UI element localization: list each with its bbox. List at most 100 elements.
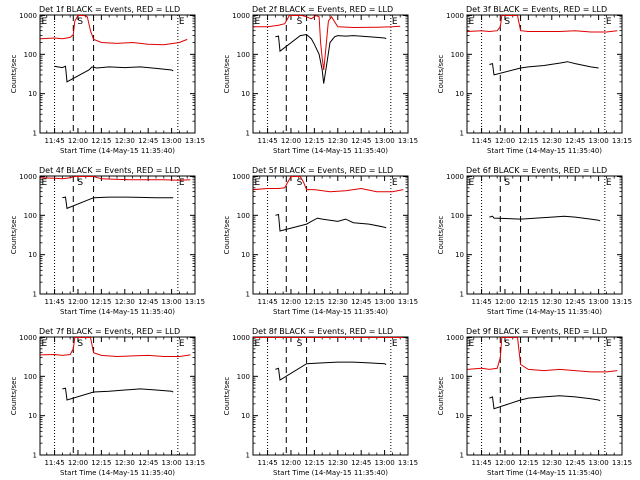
x-tick-label: 12:15	[304, 137, 324, 145]
x-axis-label: Start Time (14-May-15 11:35:40)	[487, 147, 602, 155]
x-tick-label: 11:45	[257, 137, 277, 145]
x-tick-label: 13:00	[589, 459, 609, 467]
plot-frame	[466, 175, 623, 295]
x-tick-label: 12:30	[542, 137, 562, 145]
x-tick-label: 11:45	[471, 459, 491, 467]
x-tick-label: 13:15	[612, 137, 632, 145]
lld-series-line	[40, 15, 188, 46]
y-tick-label: 10	[241, 412, 250, 420]
x-axis-label: Start Time (14-May-15 11:35:40)	[60, 469, 175, 477]
events-series-line	[54, 65, 174, 83]
y-tick-label: 100	[451, 212, 464, 220]
y-axis-label: Counts/sec	[10, 216, 18, 255]
event-marker-e: E	[179, 17, 185, 27]
y-axis-label: Counts/sec	[10, 55, 18, 94]
plot-frame	[466, 336, 623, 456]
x-tick-label: 11:45	[257, 298, 277, 306]
x-tick-label: 13:00	[589, 298, 609, 306]
x-tick-label: 12:45	[351, 459, 371, 467]
y-tick-label: 1	[246, 130, 250, 138]
x-tick-label: 12:15	[518, 298, 538, 306]
panel-title: Det 1f BLACK = Events, RED = LLD	[39, 5, 180, 14]
y-tick-label: 1000	[446, 173, 464, 181]
event-marker-e: E	[42, 339, 48, 349]
events-series-line	[62, 387, 174, 401]
y-tick-label: 100	[451, 373, 464, 381]
x-tick-label: 12:45	[351, 137, 371, 145]
y-tick-label: 1000	[232, 173, 250, 181]
event-marker-e: E	[469, 339, 475, 349]
y-tick-label: 100	[237, 212, 250, 220]
y-tick-label: 10	[455, 412, 464, 420]
x-tick-label: 11:45	[44, 459, 64, 467]
event-marker-e: E	[392, 178, 398, 188]
y-tick-label: 10	[241, 90, 250, 98]
x-tick-label: 11:45	[471, 298, 491, 306]
panel-title: Det 4f BLACK = Events, RED = LLD	[39, 166, 180, 175]
event-marker-e: E	[42, 17, 48, 27]
event-marker-s: S	[297, 17, 303, 27]
y-tick-label: 1	[460, 452, 464, 460]
lld-series-line	[467, 15, 618, 33]
events-series-line	[62, 196, 174, 210]
event-marker-s: S	[297, 178, 303, 188]
plot-frame	[252, 175, 409, 295]
y-tick-label: 1	[246, 452, 250, 460]
x-tick-label: 12:00	[281, 298, 301, 306]
x-tick-label: 12:30	[542, 298, 562, 306]
event-marker-e: E	[606, 339, 612, 349]
events-series-line	[275, 33, 387, 84]
events-series-line	[275, 213, 387, 232]
panel-8: Det 8f BLACK = Events, RED = LLD 1 10 100 10…	[223, 327, 418, 477]
y-tick-label: 10	[28, 251, 37, 259]
y-axis-label: Counts/sec	[223, 55, 231, 94]
y-tick-label: 100	[24, 212, 37, 220]
panel-title: Det 7f BLACK = Events, RED = LLD	[39, 327, 180, 336]
lld-series-line	[467, 337, 618, 373]
y-tick-label: 1	[460, 291, 464, 299]
x-axis-label: Start Time (14-May-15 11:35:40)	[487, 308, 602, 316]
x-tick-label: 12:45	[138, 298, 158, 306]
x-tick-label: 12:30	[115, 298, 135, 306]
events-series-line	[489, 215, 601, 222]
y-tick-label: 100	[24, 51, 37, 59]
y-tick-label: 10	[455, 90, 464, 98]
x-axis-label: Start Time (14-May-15 11:35:40)	[273, 308, 388, 316]
x-tick-label: 12:30	[328, 137, 348, 145]
event-marker-e: E	[179, 339, 185, 349]
x-tick-label: 13:00	[375, 298, 395, 306]
y-tick-label: 100	[24, 373, 37, 381]
event-marker-s: S	[77, 339, 83, 349]
x-tick-label: 12:00	[281, 459, 301, 467]
panel-3: Det 3f BLACK = Events, RED = LLD 1 10 100 10…	[437, 5, 632, 155]
y-tick-label: 1000	[232, 334, 250, 342]
y-tick-label: 1000	[446, 334, 464, 342]
y-tick-label: 10	[241, 251, 250, 259]
x-axis-label: Start Time (14-May-15 11:35:40)	[273, 469, 388, 477]
event-marker-e: E	[255, 339, 261, 349]
lld-series-line	[40, 176, 191, 181]
x-tick-label: 13:00	[162, 459, 182, 467]
x-axis-label: Start Time (14-May-15 11:35:40)	[60, 308, 175, 316]
x-tick-label: 12:30	[328, 459, 348, 467]
event-marker-e: E	[392, 17, 398, 27]
y-tick-label: 10	[28, 90, 37, 98]
plot-frame	[252, 14, 409, 134]
panel-title: Det 6f BLACK = Events, RED = LLD	[466, 166, 607, 175]
y-tick-label: 10	[455, 251, 464, 259]
event-marker-s: S	[77, 17, 83, 27]
x-tick-label: 13:00	[162, 298, 182, 306]
y-tick-label: 100	[451, 51, 464, 59]
events-series-line	[489, 395, 601, 410]
event-marker-s: S	[77, 178, 83, 188]
plot-frame	[466, 14, 623, 134]
lld-series-line	[40, 337, 191, 358]
x-tick-label: 12:15	[91, 137, 111, 145]
event-marker-s: S	[504, 17, 510, 27]
y-tick-label: 100	[237, 51, 250, 59]
x-tick-label: 12:45	[138, 459, 158, 467]
y-tick-label: 1	[33, 452, 37, 460]
x-tick-label: 12:00	[495, 137, 515, 145]
event-marker-e: E	[606, 17, 612, 27]
